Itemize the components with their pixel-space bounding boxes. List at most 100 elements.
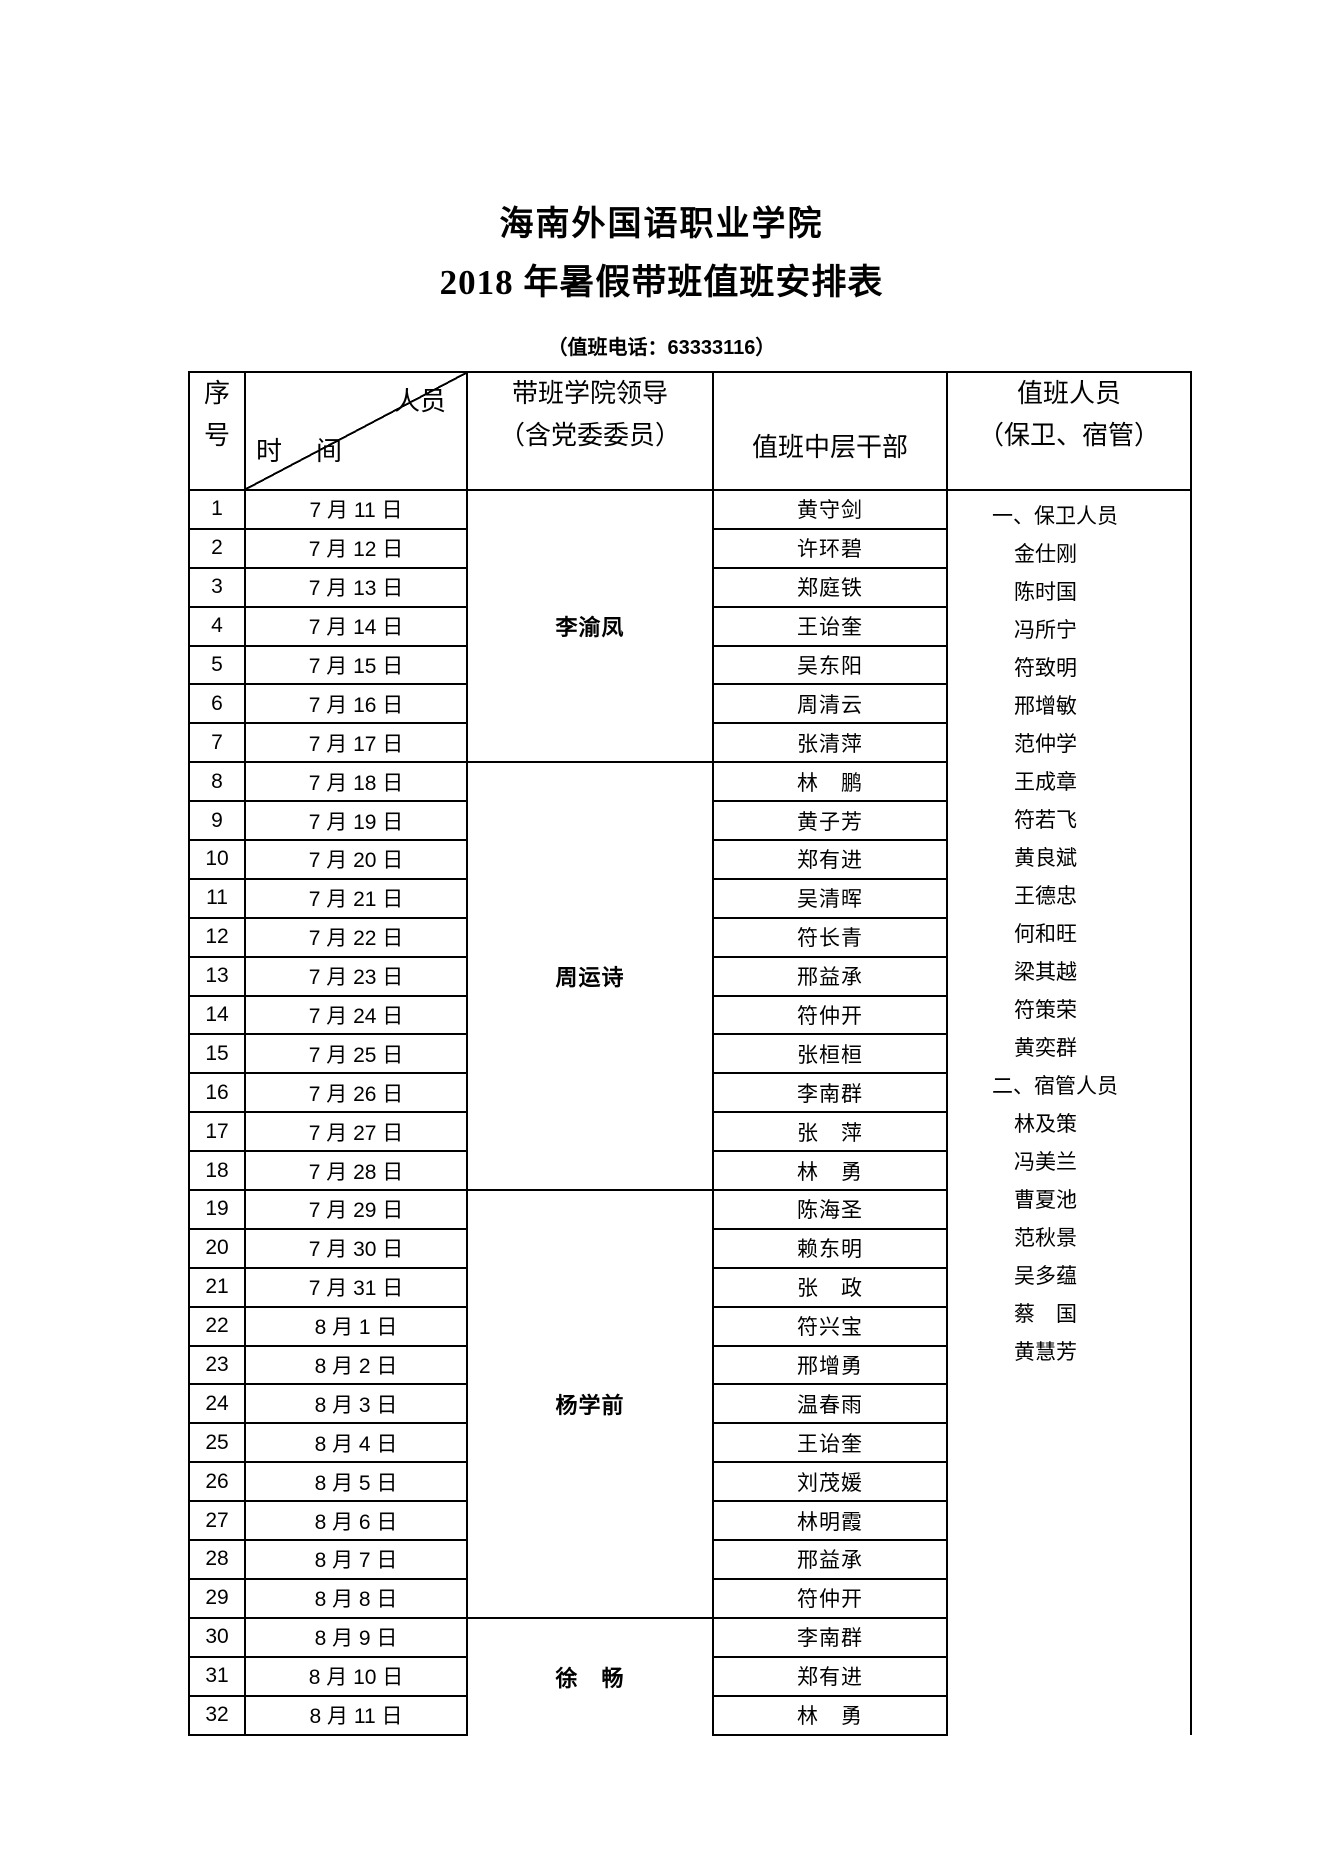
- duty-person-name: 林及策: [1014, 1112, 1077, 1136]
- cadre-cell: 邢益承: [712, 1539, 948, 1580]
- table-row: 20 7 月 30 日 赖东明: [188, 1227, 1191, 1269]
- cadre-cell: 张清萍: [712, 722, 948, 764]
- duty-person-name: 邢增敏: [1014, 694, 1077, 718]
- row-number: 32: [188, 1694, 246, 1736]
- table-row: 25 8 月 4 日 王诒奎: [188, 1422, 1191, 1464]
- cadre-cell: 张 萍: [712, 1111, 948, 1153]
- header-duty-line2: （保卫、宿管）: [977, 421, 1160, 450]
- table-row: 10 7 月 20 日 郑有进: [188, 839, 1191, 880]
- date-cell: 7 月 24 日: [244, 994, 468, 1036]
- date-cell: 7 月 11 日: [244, 489, 468, 530]
- table-row: 30 8 月 9 日徐 畅李南群: [188, 1616, 1191, 1735]
- cadre-cell: 吴东阳: [712, 644, 948, 686]
- date-cell: 7 月 17 日: [244, 722, 468, 764]
- table-row: 18 7 月 28 日 林 勇: [188, 1150, 1191, 1192]
- table-row: 26 8 月 5 日 刘茂媛: [188, 1461, 1191, 1503]
- date-cell: 7 月 21 日: [244, 877, 468, 919]
- table-row: 13 7 月 23 日 邢益承: [188, 955, 1191, 997]
- date-cell: 8 月 4 日: [244, 1422, 468, 1464]
- table-row: 22 8 月 1 日 符兴宝: [188, 1305, 1191, 1347]
- duty-person-name: 王成章: [1014, 770, 1077, 794]
- date-cell: 8 月 9 日: [244, 1616, 468, 1658]
- row-number: 16: [188, 1072, 246, 1114]
- row-number: 7: [188, 722, 246, 764]
- header-cadre-label: 值班中层干部: [751, 433, 908, 462]
- date-cell: 8 月 6 日: [244, 1500, 468, 1542]
- row-number: 1: [188, 489, 246, 530]
- date-cell: 7 月 13 日: [244, 566, 468, 608]
- table-row: 17 7 月 27 日 张 萍: [188, 1111, 1191, 1153]
- cadre-cell: 郑庭铁: [712, 566, 948, 608]
- cadre-cell: 陈海圣: [712, 1189, 948, 1230]
- cadre-cell: 郑有进: [712, 1655, 948, 1697]
- row-number: 10: [188, 839, 246, 880]
- header-leader-line2: （含党委委员）: [498, 421, 681, 450]
- date-cell: 7 月 16 日: [244, 683, 468, 725]
- table-row: 12 7 月 22 日 符长青: [188, 916, 1191, 958]
- duty-person-name: 符致明: [1014, 656, 1077, 680]
- date-cell: 7 月 12 日: [244, 527, 468, 569]
- date-cell: 8 月 11 日: [244, 1694, 468, 1736]
- table-row: 31 8 月 10 日 郑有进: [188, 1655, 1191, 1697]
- header-leader-line1: 带班学院领导: [511, 379, 668, 408]
- date-cell: 7 月 15 日: [244, 644, 468, 686]
- header-time-label: 时 间: [256, 437, 347, 466]
- row-number: 8: [188, 761, 246, 803]
- table-row: 27 8 月 6 日 林明霞: [188, 1500, 1191, 1542]
- header-row: 序 号 人员 时 间 带班学院领导 （含党委委员） 值班中层干部 值班人员 （保…: [188, 371, 1192, 491]
- date-cell: 7 月 25 日: [244, 1033, 468, 1075]
- leader-cell: 杨学前: [466, 1189, 714, 1619]
- cadre-cell: 郑有进: [712, 839, 948, 880]
- duty-person-name: 冯美兰: [1014, 1150, 1077, 1174]
- cadre-cell: 林明霞: [712, 1500, 948, 1542]
- duty-person-name: 范秋景: [1014, 1226, 1077, 1250]
- cadre-cell: 林 鹏: [712, 761, 948, 803]
- table-row: 15 7 月 25 日 张桓桓: [188, 1033, 1191, 1075]
- duty-person-name: 吴多蕴: [1014, 1264, 1077, 1288]
- cadre-cell: 赖东明: [712, 1227, 948, 1269]
- row-number: 18: [188, 1150, 246, 1192]
- table-row: 29 8 月 8 日 符仲开: [188, 1577, 1191, 1619]
- header-duty-personnel: 值班人员 （保卫、宿管）: [946, 371, 1192, 491]
- duty-schedule-table: 序 号 人员 时 间 带班学院领导 （含党委委员） 值班中层干部 值班人员 （保…: [188, 371, 1192, 1736]
- cadre-cell: 邢益承: [712, 955, 948, 997]
- cadre-cell: 符长青: [712, 916, 948, 958]
- row-number: 15: [188, 1033, 246, 1075]
- date-cell: 7 月 29 日: [244, 1189, 468, 1230]
- cadre-cell: 李南群: [712, 1072, 948, 1114]
- cadre-cell: 温春雨: [712, 1383, 948, 1425]
- row-number: 9: [188, 800, 246, 842]
- cadre-cell: 符兴宝: [712, 1305, 948, 1347]
- date-cell: 7 月 26 日: [244, 1072, 468, 1114]
- row-number: 25: [188, 1422, 246, 1464]
- header-index-line1: 序: [203, 379, 230, 408]
- duty-personnel-cell: 一、保卫人员 金仕刚 陈时国 冯所宁 符致明 邢增敏 范仲学 王成章 符若飞 黄良斌 王德忠 何和旺梁…: [946, 489, 1192, 1735]
- row-number: 17: [188, 1111, 246, 1153]
- table-row: 32 8 月 11 日 林 勇: [188, 1694, 1191, 1736]
- row-number: 14: [188, 994, 246, 1036]
- duty-person-name: 王德忠: [1014, 884, 1077, 908]
- cadre-cell: 刘茂媛: [712, 1461, 948, 1503]
- cadre-cell: 张 政: [712, 1266, 948, 1308]
- row-number: 29: [188, 1577, 246, 1619]
- duty-person-name: 黄良斌: [1014, 846, 1077, 870]
- cadre-cell: 黄守剑: [712, 489, 948, 530]
- row-number: 5: [188, 644, 246, 686]
- cadre-cell: 吴清晖: [712, 877, 948, 919]
- table-row: 16 7 月 26 日 李南群: [188, 1072, 1191, 1114]
- date-cell: 7 月 23 日: [244, 955, 468, 997]
- leader-cell: 徐 畅: [466, 1616, 714, 1735]
- date-cell: 8 月 10 日: [244, 1655, 468, 1697]
- row-number: 24: [188, 1383, 246, 1425]
- date-cell: 7 月 27 日: [244, 1111, 468, 1153]
- date-cell: 8 月 1 日: [244, 1305, 468, 1347]
- duty-person-name: 蔡 国: [1014, 1302, 1077, 1326]
- date-cell: 7 月 28 日: [244, 1150, 468, 1192]
- row-number: 20: [188, 1227, 246, 1269]
- header-duty-line1: 值班人员: [1016, 379, 1121, 408]
- date-cell: 7 月 30 日: [244, 1227, 468, 1269]
